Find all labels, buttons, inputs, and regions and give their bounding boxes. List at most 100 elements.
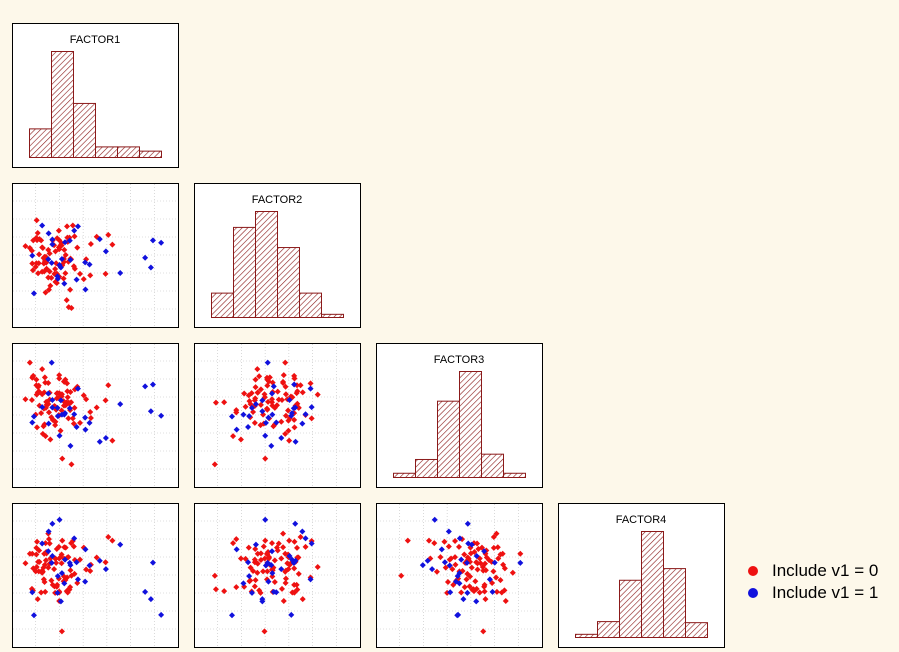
scatter-point — [93, 404, 100, 411]
scatter-point — [472, 578, 479, 585]
scatter-point — [437, 554, 444, 561]
scatter-point — [221, 399, 228, 406]
scatter-point — [105, 231, 112, 238]
scatter-point — [66, 237, 73, 244]
scatter-point — [49, 581, 56, 588]
scatter-point — [291, 589, 298, 596]
scatter-point — [242, 403, 249, 410]
scatter-point — [33, 260, 40, 267]
hist-bar — [211, 292, 234, 318]
scatter-point — [456, 580, 463, 587]
scatter-point — [71, 411, 78, 418]
scatter-point — [62, 239, 68, 246]
hist-bar — [597, 621, 620, 638]
scatter-point — [262, 432, 269, 439]
scatter-point — [261, 391, 268, 398]
scatter-point — [56, 372, 63, 379]
scatter-point — [52, 422, 59, 429]
hist-bar — [255, 211, 278, 318]
scatter-point — [282, 568, 289, 575]
scatter-point — [105, 533, 112, 540]
scatter-point — [307, 380, 314, 387]
scatter-point — [458, 556, 465, 563]
scatter-point — [490, 544, 497, 551]
scatter-point — [445, 543, 452, 550]
scatter-point — [473, 552, 480, 559]
scatter-point — [431, 540, 438, 547]
scatter-point — [62, 270, 69, 277]
scatter-point — [291, 565, 298, 572]
scatter-point — [297, 533, 304, 540]
scatter-point — [51, 566, 58, 573]
legend-dot-blue — [748, 588, 758, 598]
scatter-point — [60, 378, 67, 385]
scatter-point — [48, 259, 55, 266]
scatter-point — [49, 236, 56, 243]
scatter-point — [142, 383, 149, 390]
scatter-point — [426, 537, 432, 544]
scatter-point — [33, 551, 40, 558]
scatter-point — [463, 576, 470, 583]
scatter-point — [49, 396, 56, 403]
scatter-point — [34, 596, 41, 603]
scatter-point — [71, 233, 78, 240]
scatter-point — [500, 561, 507, 568]
scatter-point — [252, 376, 259, 383]
scatter-point — [57, 598, 64, 605]
scatter-point — [221, 588, 228, 595]
scatter-point — [463, 559, 470, 566]
scatter-point — [45, 536, 52, 543]
hist-bar — [575, 633, 598, 639]
scatter-point — [424, 557, 431, 564]
scatter-point — [458, 589, 465, 596]
scatter-point — [58, 560, 65, 567]
scatter-point — [48, 559, 55, 566]
scatter-point — [444, 578, 451, 585]
scatter-point — [265, 378, 272, 385]
scatter-point — [70, 263, 77, 270]
scatter-point — [83, 396, 90, 403]
scatter-point — [86, 419, 93, 426]
scatter-point — [212, 586, 219, 593]
scatter-point — [29, 374, 36, 381]
scatter-point — [77, 419, 83, 426]
scatter-point — [262, 516, 269, 523]
scatter-point — [473, 598, 480, 605]
panel-factor4-factor2 — [194, 503, 361, 648]
scatter-point — [237, 436, 244, 443]
scatter-point — [36, 558, 43, 565]
scatter-point — [53, 559, 60, 566]
hist-bar — [95, 146, 118, 158]
scatter-point — [41, 561, 48, 568]
scatter-point — [237, 555, 244, 562]
hist-bar — [277, 247, 300, 318]
hist-bar — [685, 622, 708, 638]
scatter-point — [490, 568, 497, 575]
scatter-point — [58, 255, 65, 262]
scatter-point — [117, 269, 124, 276]
scatter-point — [252, 395, 259, 402]
scatter-point — [28, 585, 35, 592]
scatter-point — [22, 396, 29, 403]
scatter-point — [250, 567, 257, 574]
scatter-point — [474, 566, 481, 573]
scatter-point — [45, 409, 52, 416]
scatter-point — [291, 538, 298, 545]
scatter-point — [307, 385, 314, 392]
scatter-point — [302, 411, 309, 418]
hist-bar — [393, 472, 416, 479]
scatter-point — [257, 386, 264, 393]
scatter-point — [60, 275, 67, 282]
hist-bar — [503, 472, 526, 479]
panel-factor3-factor1 — [12, 343, 179, 488]
scatter-point — [29, 419, 36, 426]
scatter-point — [58, 391, 65, 398]
scatter-point — [517, 550, 524, 557]
scatter-point — [498, 589, 505, 596]
panel-factor4-factor1 — [12, 503, 179, 648]
scatter-point — [264, 559, 271, 566]
scatter-point — [270, 383, 277, 390]
scatter-point — [464, 520, 471, 527]
scatter-point — [288, 611, 295, 618]
scatter-point — [28, 396, 35, 403]
